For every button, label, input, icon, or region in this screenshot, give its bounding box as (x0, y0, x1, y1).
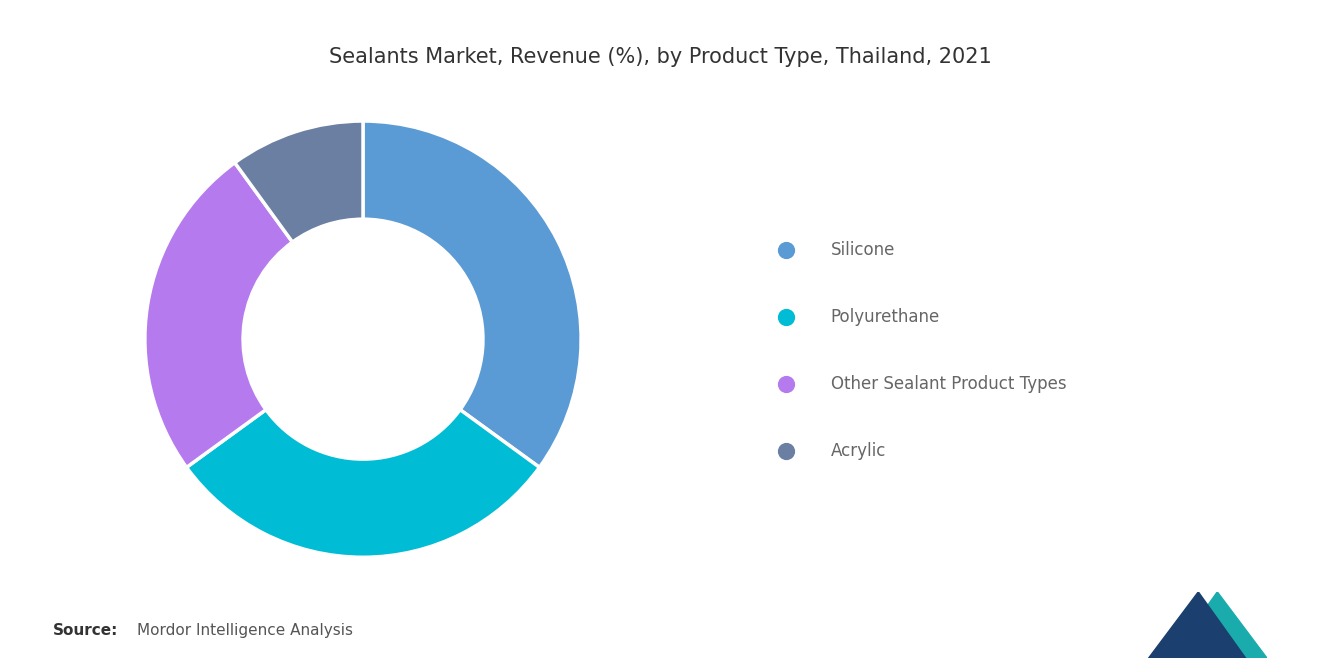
Text: Polyurethane: Polyurethane (830, 308, 940, 326)
Text: Other Sealant Product Types: Other Sealant Product Types (830, 375, 1067, 393)
Text: Sealants Market, Revenue (%), by Product Type, Thailand, 2021: Sealants Market, Revenue (%), by Product… (329, 47, 991, 66)
Point (775, 378, 796, 389)
Wedge shape (363, 121, 581, 467)
Point (775, 446, 796, 456)
Point (775, 311, 796, 322)
Polygon shape (1170, 592, 1267, 658)
Wedge shape (235, 121, 363, 242)
Wedge shape (186, 410, 540, 557)
Text: Source:: Source: (53, 623, 119, 638)
Text: Silicone: Silicone (830, 241, 895, 259)
Wedge shape (145, 163, 293, 467)
Point (775, 245, 796, 255)
Polygon shape (1148, 592, 1246, 658)
Text: Mordor Intelligence Analysis: Mordor Intelligence Analysis (137, 623, 354, 638)
Text: Acrylic: Acrylic (830, 442, 886, 460)
